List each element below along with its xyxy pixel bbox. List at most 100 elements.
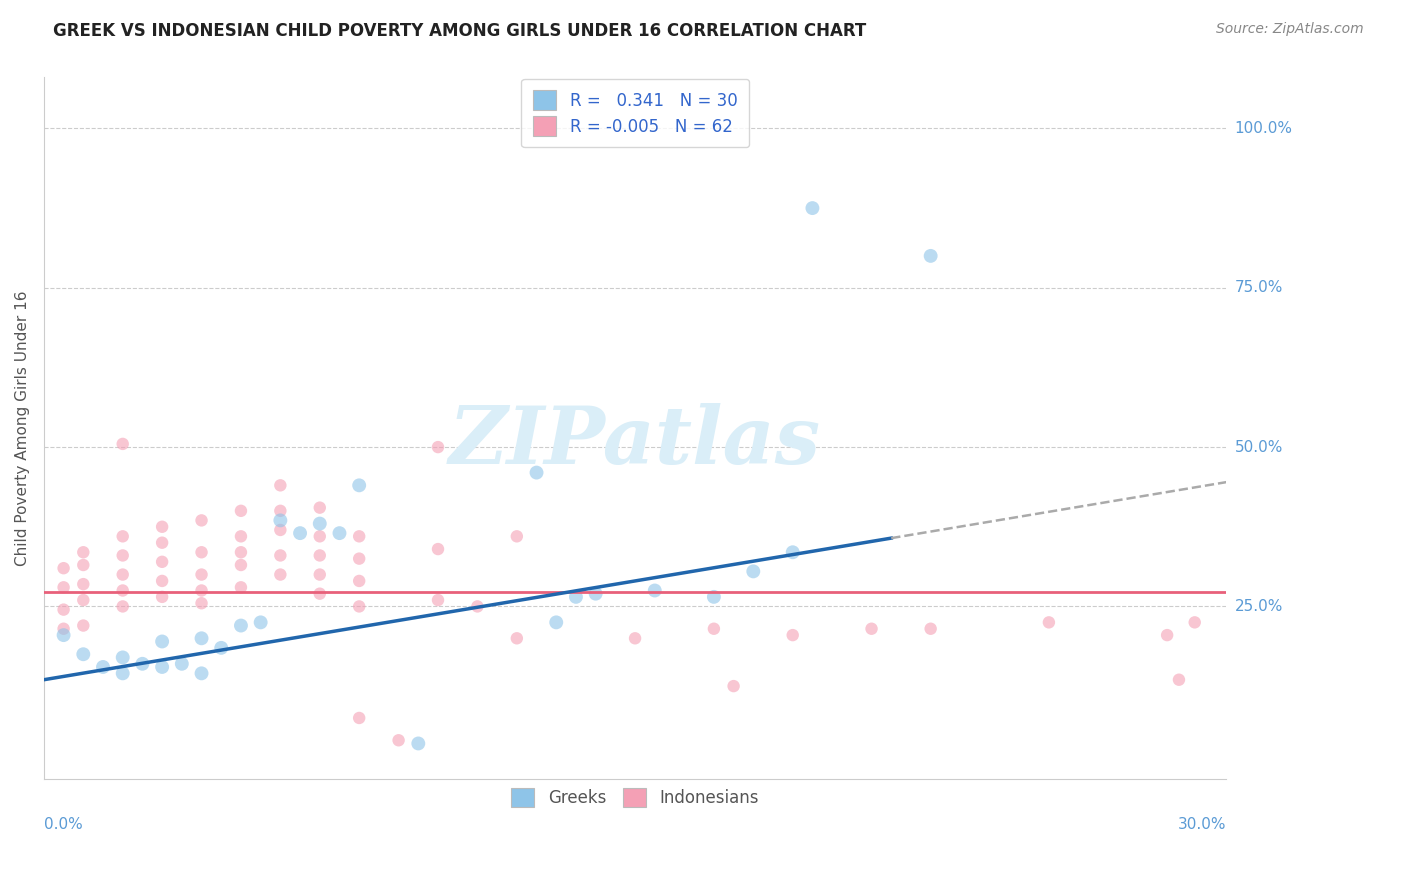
Point	[150, 535, 173, 549]
Point	[229, 618, 252, 632]
Text: 100.0%: 100.0%	[1234, 121, 1292, 136]
Point	[229, 504, 252, 518]
Point	[467, 599, 489, 614]
Point	[506, 529, 529, 543]
Point	[644, 583, 666, 598]
Text: GREEK VS INDONESIAN CHILD POVERTY AMONG GIRLS UNDER 16 CORRELATION CHART: GREEK VS INDONESIAN CHILD POVERTY AMONG …	[53, 22, 866, 40]
Point	[347, 529, 370, 543]
Point	[347, 711, 370, 725]
Point	[308, 500, 330, 515]
Point	[111, 529, 134, 543]
Point	[427, 542, 450, 557]
Text: Source: ZipAtlas.com: Source: ZipAtlas.com	[1216, 22, 1364, 37]
Point	[131, 657, 153, 671]
Point	[190, 632, 212, 646]
Point	[1168, 673, 1191, 687]
Point	[782, 545, 804, 559]
Point	[91, 660, 114, 674]
Point	[624, 632, 647, 646]
Point	[347, 478, 370, 492]
Point	[328, 526, 350, 541]
Point	[72, 577, 94, 591]
Point	[782, 628, 804, 642]
Point	[150, 590, 173, 604]
Text: 0.0%: 0.0%	[44, 817, 83, 832]
Point	[111, 666, 134, 681]
Point	[52, 628, 75, 642]
Point	[229, 580, 252, 594]
Point	[72, 593, 94, 607]
Point	[308, 516, 330, 531]
Point	[742, 565, 765, 579]
Point	[347, 574, 370, 588]
Point	[170, 657, 193, 671]
Point	[801, 201, 824, 215]
Point	[150, 574, 173, 588]
Point	[72, 618, 94, 632]
Point	[52, 602, 75, 616]
Text: 50.0%: 50.0%	[1234, 440, 1282, 455]
Legend: Greeks, Indonesians: Greeks, Indonesians	[503, 780, 768, 816]
Point	[565, 590, 588, 604]
Point	[249, 615, 271, 630]
Point	[347, 551, 370, 566]
Point	[269, 478, 291, 492]
Point	[506, 632, 529, 646]
Point	[269, 513, 291, 527]
Point	[1184, 615, 1206, 630]
Text: 30.0%: 30.0%	[1178, 817, 1226, 832]
Text: 25.0%: 25.0%	[1234, 599, 1282, 614]
Point	[229, 545, 252, 559]
Point	[190, 545, 212, 559]
Point	[308, 587, 330, 601]
Point	[52, 622, 75, 636]
Point	[72, 545, 94, 559]
Point	[111, 650, 134, 665]
Point	[190, 666, 212, 681]
Point	[585, 587, 607, 601]
Point	[269, 523, 291, 537]
Point	[52, 580, 75, 594]
Point	[150, 634, 173, 648]
Point	[150, 520, 173, 534]
Point	[703, 622, 725, 636]
Point	[723, 679, 745, 693]
Point	[308, 549, 330, 563]
Point	[111, 437, 134, 451]
Point	[269, 567, 291, 582]
Point	[111, 599, 134, 614]
Point	[229, 529, 252, 543]
Point	[190, 583, 212, 598]
Point	[308, 529, 330, 543]
Point	[72, 647, 94, 661]
Point	[111, 583, 134, 598]
Point	[427, 440, 450, 454]
Point	[72, 558, 94, 572]
Point	[427, 593, 450, 607]
Point	[920, 249, 942, 263]
Point	[1038, 615, 1060, 630]
Point	[150, 555, 173, 569]
Point	[190, 513, 212, 527]
Point	[387, 733, 409, 747]
Point	[920, 622, 942, 636]
Point	[269, 504, 291, 518]
Point	[190, 596, 212, 610]
Point	[209, 640, 232, 655]
Point	[526, 466, 548, 480]
Point	[1156, 628, 1178, 642]
Point	[546, 615, 568, 630]
Point	[52, 561, 75, 575]
Point	[111, 549, 134, 563]
Point	[288, 526, 311, 541]
Point	[408, 736, 430, 750]
Point	[308, 567, 330, 582]
Point	[860, 622, 883, 636]
Text: 75.0%: 75.0%	[1234, 280, 1282, 295]
Y-axis label: Child Poverty Among Girls Under 16: Child Poverty Among Girls Under 16	[15, 290, 30, 566]
Point	[190, 567, 212, 582]
Text: ZIPatlas: ZIPatlas	[449, 403, 821, 481]
Point	[150, 660, 173, 674]
Point	[229, 558, 252, 572]
Point	[703, 590, 725, 604]
